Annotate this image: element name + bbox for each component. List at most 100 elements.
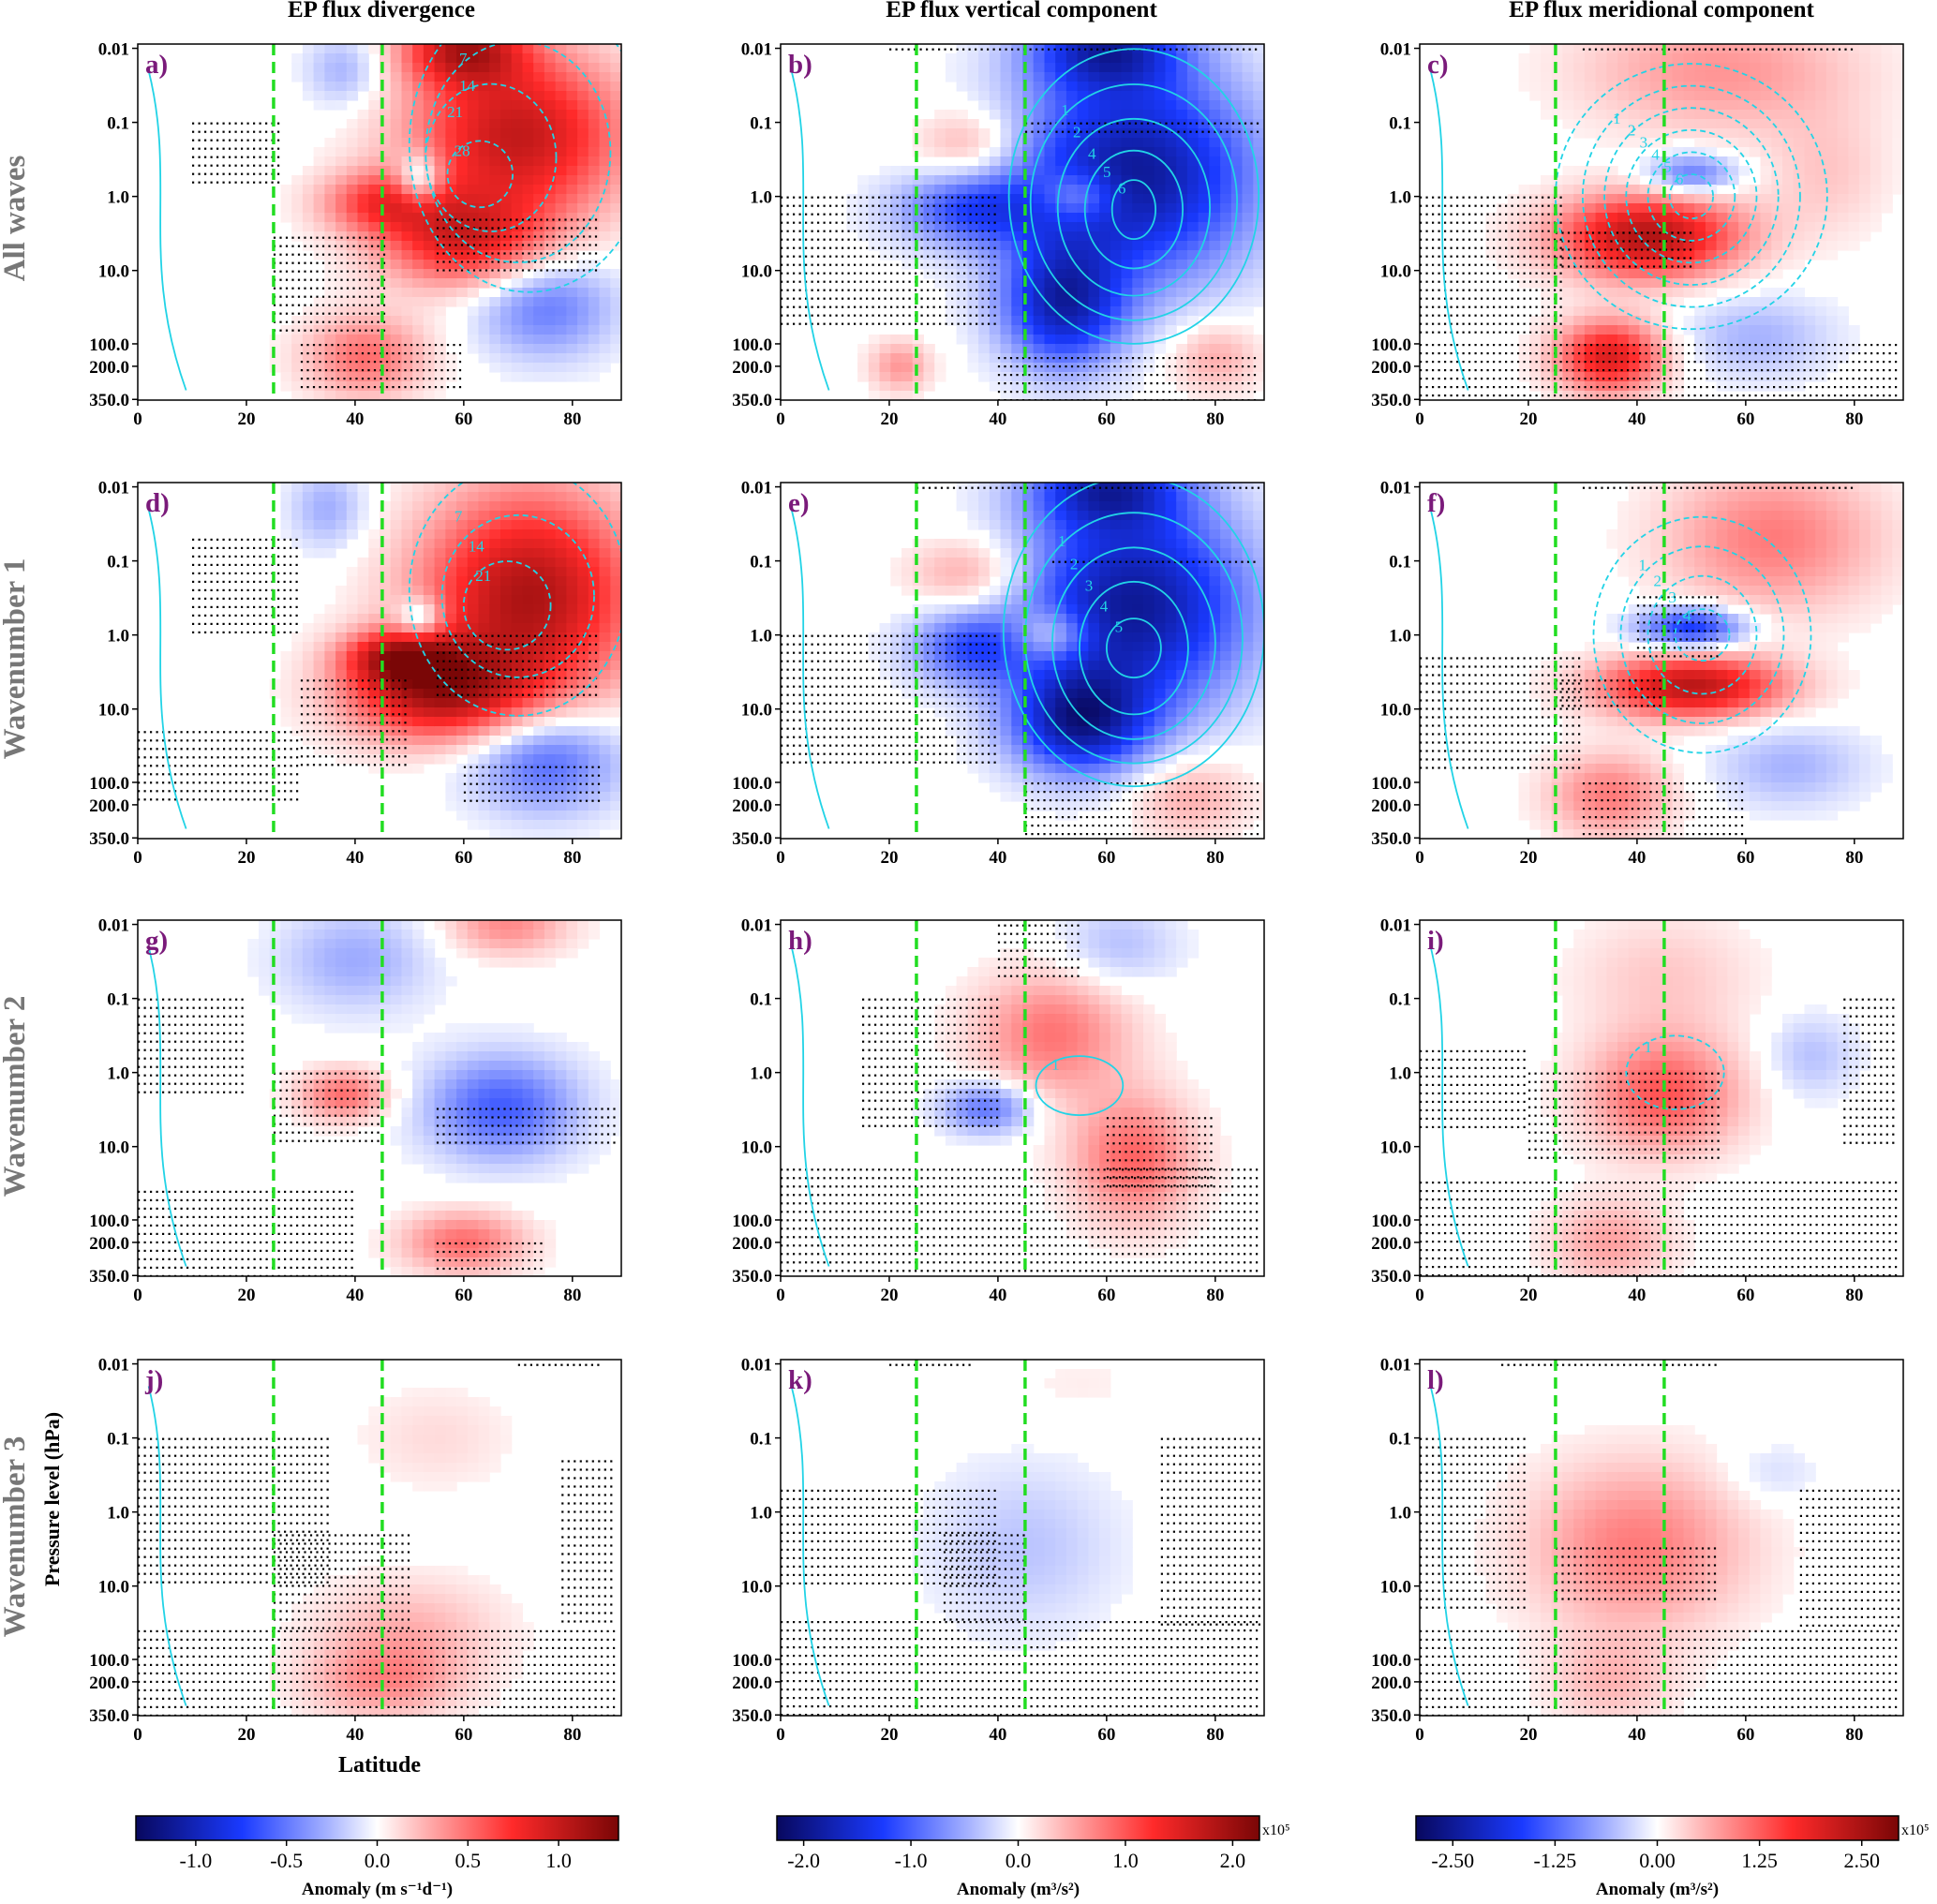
- field-cell: [346, 250, 359, 260]
- stipple-dot: [927, 255, 930, 258]
- field-cell: [599, 344, 611, 354]
- stipple-dot: [503, 227, 506, 230]
- field-cell: [1011, 297, 1023, 307]
- stipple-dot: [969, 280, 972, 283]
- stipple-dot: [346, 253, 350, 256]
- field-cell: [522, 166, 534, 176]
- stipple-dot: [528, 244, 530, 246]
- stipple-dot: [932, 230, 935, 232]
- field-cell: [1529, 278, 1542, 289]
- field-cell: [1771, 316, 1783, 326]
- field-cell: [423, 72, 436, 82]
- stipple-dot: [1162, 365, 1165, 368]
- field-cell: [1143, 128, 1155, 139]
- field-cell: [978, 213, 991, 223]
- field-cell: [1220, 72, 1232, 82]
- field-cell: [555, 44, 567, 54]
- field-cell: [324, 260, 336, 270]
- stipple-dot: [1153, 122, 1155, 125]
- field-cell: [989, 213, 1002, 223]
- stipple-dot: [835, 221, 838, 224]
- stipple-dot: [939, 213, 942, 216]
- field-cell: [1529, 269, 1542, 279]
- field-cell: [934, 119, 946, 129]
- field-cell: [1143, 297, 1155, 307]
- stipple-dot: [1146, 122, 1150, 125]
- stipple-dot: [385, 378, 389, 380]
- field-cell: [1760, 269, 1772, 279]
- stipple-dot: [1241, 391, 1244, 394]
- contour-line: [1083, 149, 1185, 270]
- field-cell: [1000, 391, 1012, 400]
- field-cell: [1727, 353, 1739, 364]
- stipple-dot: [497, 244, 500, 246]
- stipple-dot: [945, 196, 947, 199]
- field-cell: [478, 344, 490, 354]
- stipple-dot: [847, 280, 850, 283]
- stipple-dot: [981, 289, 984, 291]
- field-cell: [1562, 44, 1574, 54]
- field-cell: [1815, 100, 1827, 111]
- field-cell: [1176, 147, 1188, 157]
- stipple-dot: [1017, 48, 1020, 51]
- stipple-dot: [582, 269, 586, 272]
- field-cell: [1485, 231, 1497, 242]
- stipple-dot: [1216, 382, 1220, 385]
- field-cell: [1077, 213, 1089, 223]
- stipple-dot: [951, 314, 954, 317]
- field-cell: [1650, 119, 1662, 129]
- field-cell: [1154, 278, 1166, 289]
- stipple-dot: [1199, 48, 1202, 51]
- field-cell: [456, 175, 469, 186]
- field-cell: [989, 53, 1002, 64]
- stipple-dot: [1043, 122, 1046, 125]
- field-cell: [1077, 100, 1089, 111]
- field-cell: [1099, 372, 1111, 382]
- field-cell: [588, 335, 601, 345]
- field-cell: [1198, 213, 1210, 223]
- field-cell: [335, 353, 348, 364]
- field-cell: [511, 222, 523, 232]
- stipple-dot: [377, 261, 380, 264]
- stipple-dot: [981, 272, 984, 275]
- stipple-dot: [210, 122, 213, 125]
- field-cell: [302, 363, 315, 373]
- field-cell: [879, 372, 891, 382]
- y-tick-label: 1.0: [750, 188, 772, 208]
- field-cell: [1760, 250, 1772, 260]
- stipple-dot: [259, 122, 261, 125]
- stipple-dot: [370, 245, 374, 247]
- field-cell: [1529, 335, 1542, 345]
- field-cell: [879, 194, 891, 204]
- stipple-dot: [291, 261, 294, 264]
- field-cell: [857, 344, 870, 354]
- field-cell: [1793, 222, 1805, 232]
- field-cell: [1209, 372, 1221, 382]
- field-cell: [1595, 110, 1607, 120]
- stipple-dot: [927, 238, 930, 241]
- stipple-dot: [309, 270, 313, 273]
- stipple-dot: [277, 139, 280, 141]
- field-cell: [1760, 297, 1772, 307]
- stipple-dot: [382, 295, 386, 298]
- stipple-dot: [1016, 357, 1019, 360]
- field-cell: [280, 203, 292, 214]
- field-cell: [1143, 63, 1155, 73]
- stipple-dot: [309, 278, 313, 281]
- field-cell: [956, 203, 968, 214]
- field-cell: [390, 269, 402, 279]
- field-cell: [1541, 306, 1553, 317]
- stipple-dot: [370, 287, 374, 290]
- field-cell: [1760, 128, 1772, 139]
- field-cell: [1044, 260, 1056, 270]
- field-cell: [610, 278, 621, 289]
- field-cell: [1242, 138, 1254, 148]
- field-cell: [302, 175, 315, 186]
- stipple-dot: [951, 204, 954, 207]
- field-cell: [555, 241, 567, 251]
- stipple-dot: [798, 297, 801, 300]
- field-cell: [978, 269, 991, 279]
- field-cell: [522, 185, 534, 195]
- stipple-dot: [297, 253, 301, 256]
- field-cell: [522, 91, 534, 101]
